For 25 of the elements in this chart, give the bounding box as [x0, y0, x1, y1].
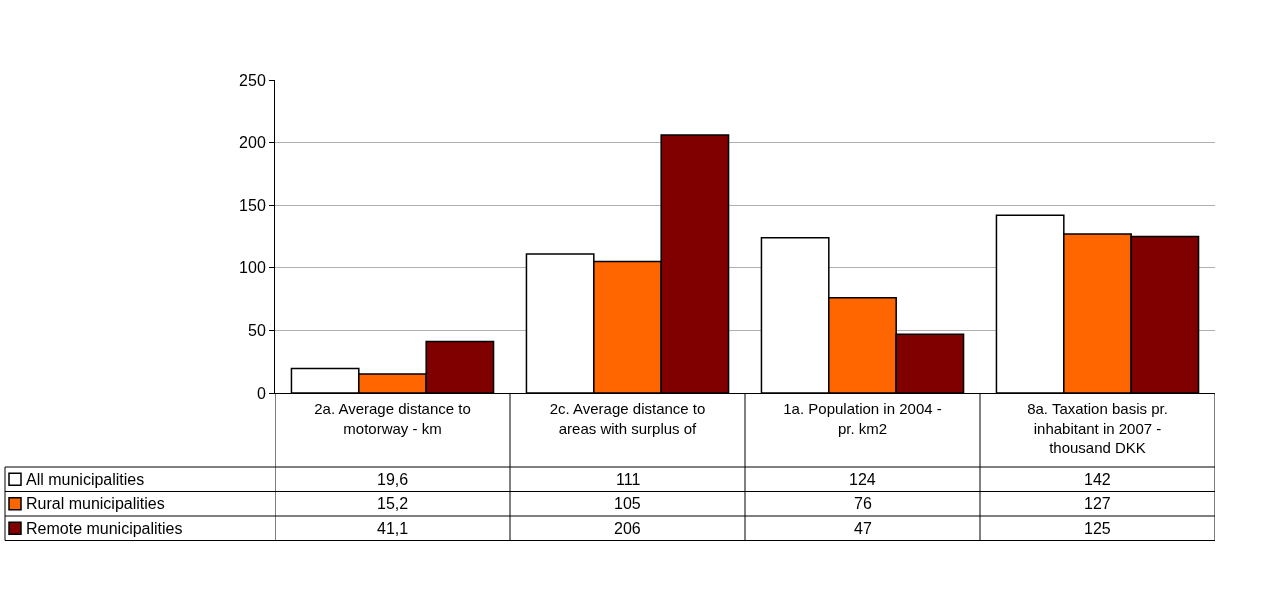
y-tick-label: 0: [256, 384, 266, 402]
data-label: 47: [854, 520, 872, 537]
legend-label: Rural municipalities: [26, 495, 165, 512]
x-tick-label: 2c. Average distance to areas with surplus of: [549, 400, 706, 437]
x-tick-label: 8a. Taxation basis pr. inhabitant in 2007 - thousand DKK: [1027, 400, 1168, 456]
data-label: 111: [616, 471, 641, 488]
y-tick-label: 100: [239, 259, 266, 277]
data-label: 19,6: [377, 471, 409, 488]
data-label: 206: [614, 520, 641, 537]
data-label: 142: [1084, 471, 1111, 488]
x-tick-label: 2a. Average distance to motorway - km: [314, 400, 471, 437]
data-label: 15,2: [377, 495, 409, 512]
data-label: 125: [1084, 520, 1111, 537]
data-label: 124: [849, 471, 876, 488]
data-label: 76: [854, 495, 872, 512]
legend-label: Remote municipalities: [26, 520, 183, 537]
legend-label: All municipalities: [26, 471, 145, 488]
data-label: 41,1: [377, 520, 409, 537]
data-label: 105: [614, 495, 641, 512]
y-tick-label: 50: [248, 322, 266, 339]
y-tick-label: 150: [239, 196, 266, 214]
y-tick-label: 250: [239, 71, 266, 89]
data-label: 127: [1084, 495, 1111, 512]
y-tick-label: 200: [239, 134, 266, 152]
x-tick-label: 1a. Population in 2004 - pr. km2: [783, 400, 942, 437]
